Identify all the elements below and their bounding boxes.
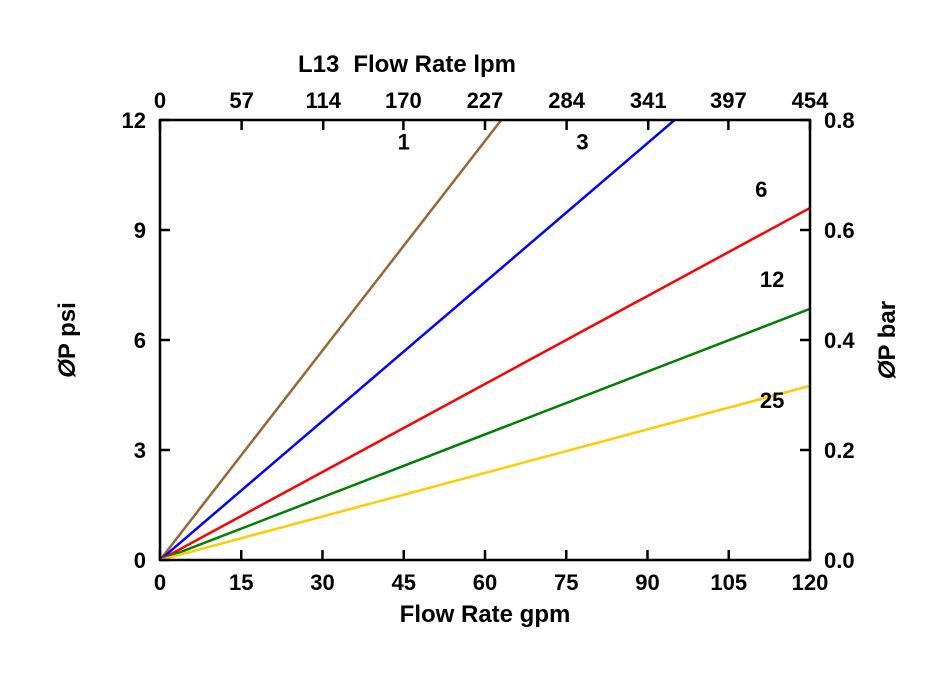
xb-tick-label: 90 [635,570,659,595]
xb-tick-label: 105 [710,570,747,595]
xt-tick-label: 397 [710,88,747,113]
xb-tick-label: 15 [229,570,253,595]
xt-tick-label: 0 [154,88,166,113]
yr-tick-label: 0.6 [824,218,855,243]
series-label-1: 1 [398,129,410,154]
flow-rate-chart: 0153045607590105120Flow Rate gpm05711417… [0,0,932,688]
yr-tick-label: 0.0 [824,548,855,573]
x-bottom-axis-label: Flow Rate gpm [400,601,571,628]
series-label-25: 25 [760,388,784,413]
xb-tick-label: 75 [554,570,578,595]
xt-tick-label: 114 [305,88,341,113]
yl-tick-label: 0 [134,548,146,573]
xb-tick-label: 30 [310,570,334,595]
xb-tick-label: 60 [473,570,497,595]
xt-tick-label: 227 [467,88,504,113]
x-top-axis-label: L13Flow Rate lpm [298,51,516,78]
yr-tick-label: 0.8 [824,108,855,133]
yr-tick-label: 0.2 [824,438,855,463]
yl-tick-label: 12 [122,108,146,133]
xb-tick-label: 120 [792,570,829,595]
series-label-12: 12 [760,267,784,292]
xt-tick-label: 341 [630,88,667,113]
y-right-axis-label: ØP bar [874,301,901,379]
xb-tick-label: 0 [154,570,166,595]
series-label-3: 3 [576,129,588,154]
series-label-6: 6 [755,177,767,202]
yl-tick-label: 9 [134,218,146,243]
xt-tick-label: 284 [548,88,585,113]
chart-svg: 0153045607590105120Flow Rate gpm05711417… [0,0,932,688]
yl-tick-label: 6 [134,328,146,353]
xb-tick-label: 45 [392,570,416,595]
xt-tick-label: 57 [229,88,253,113]
xt-tick-label: 170 [385,88,422,113]
yl-tick-label: 3 [134,438,146,463]
y-left-axis-label: ØP psi [54,302,81,378]
yr-tick-label: 0.4 [824,328,855,353]
